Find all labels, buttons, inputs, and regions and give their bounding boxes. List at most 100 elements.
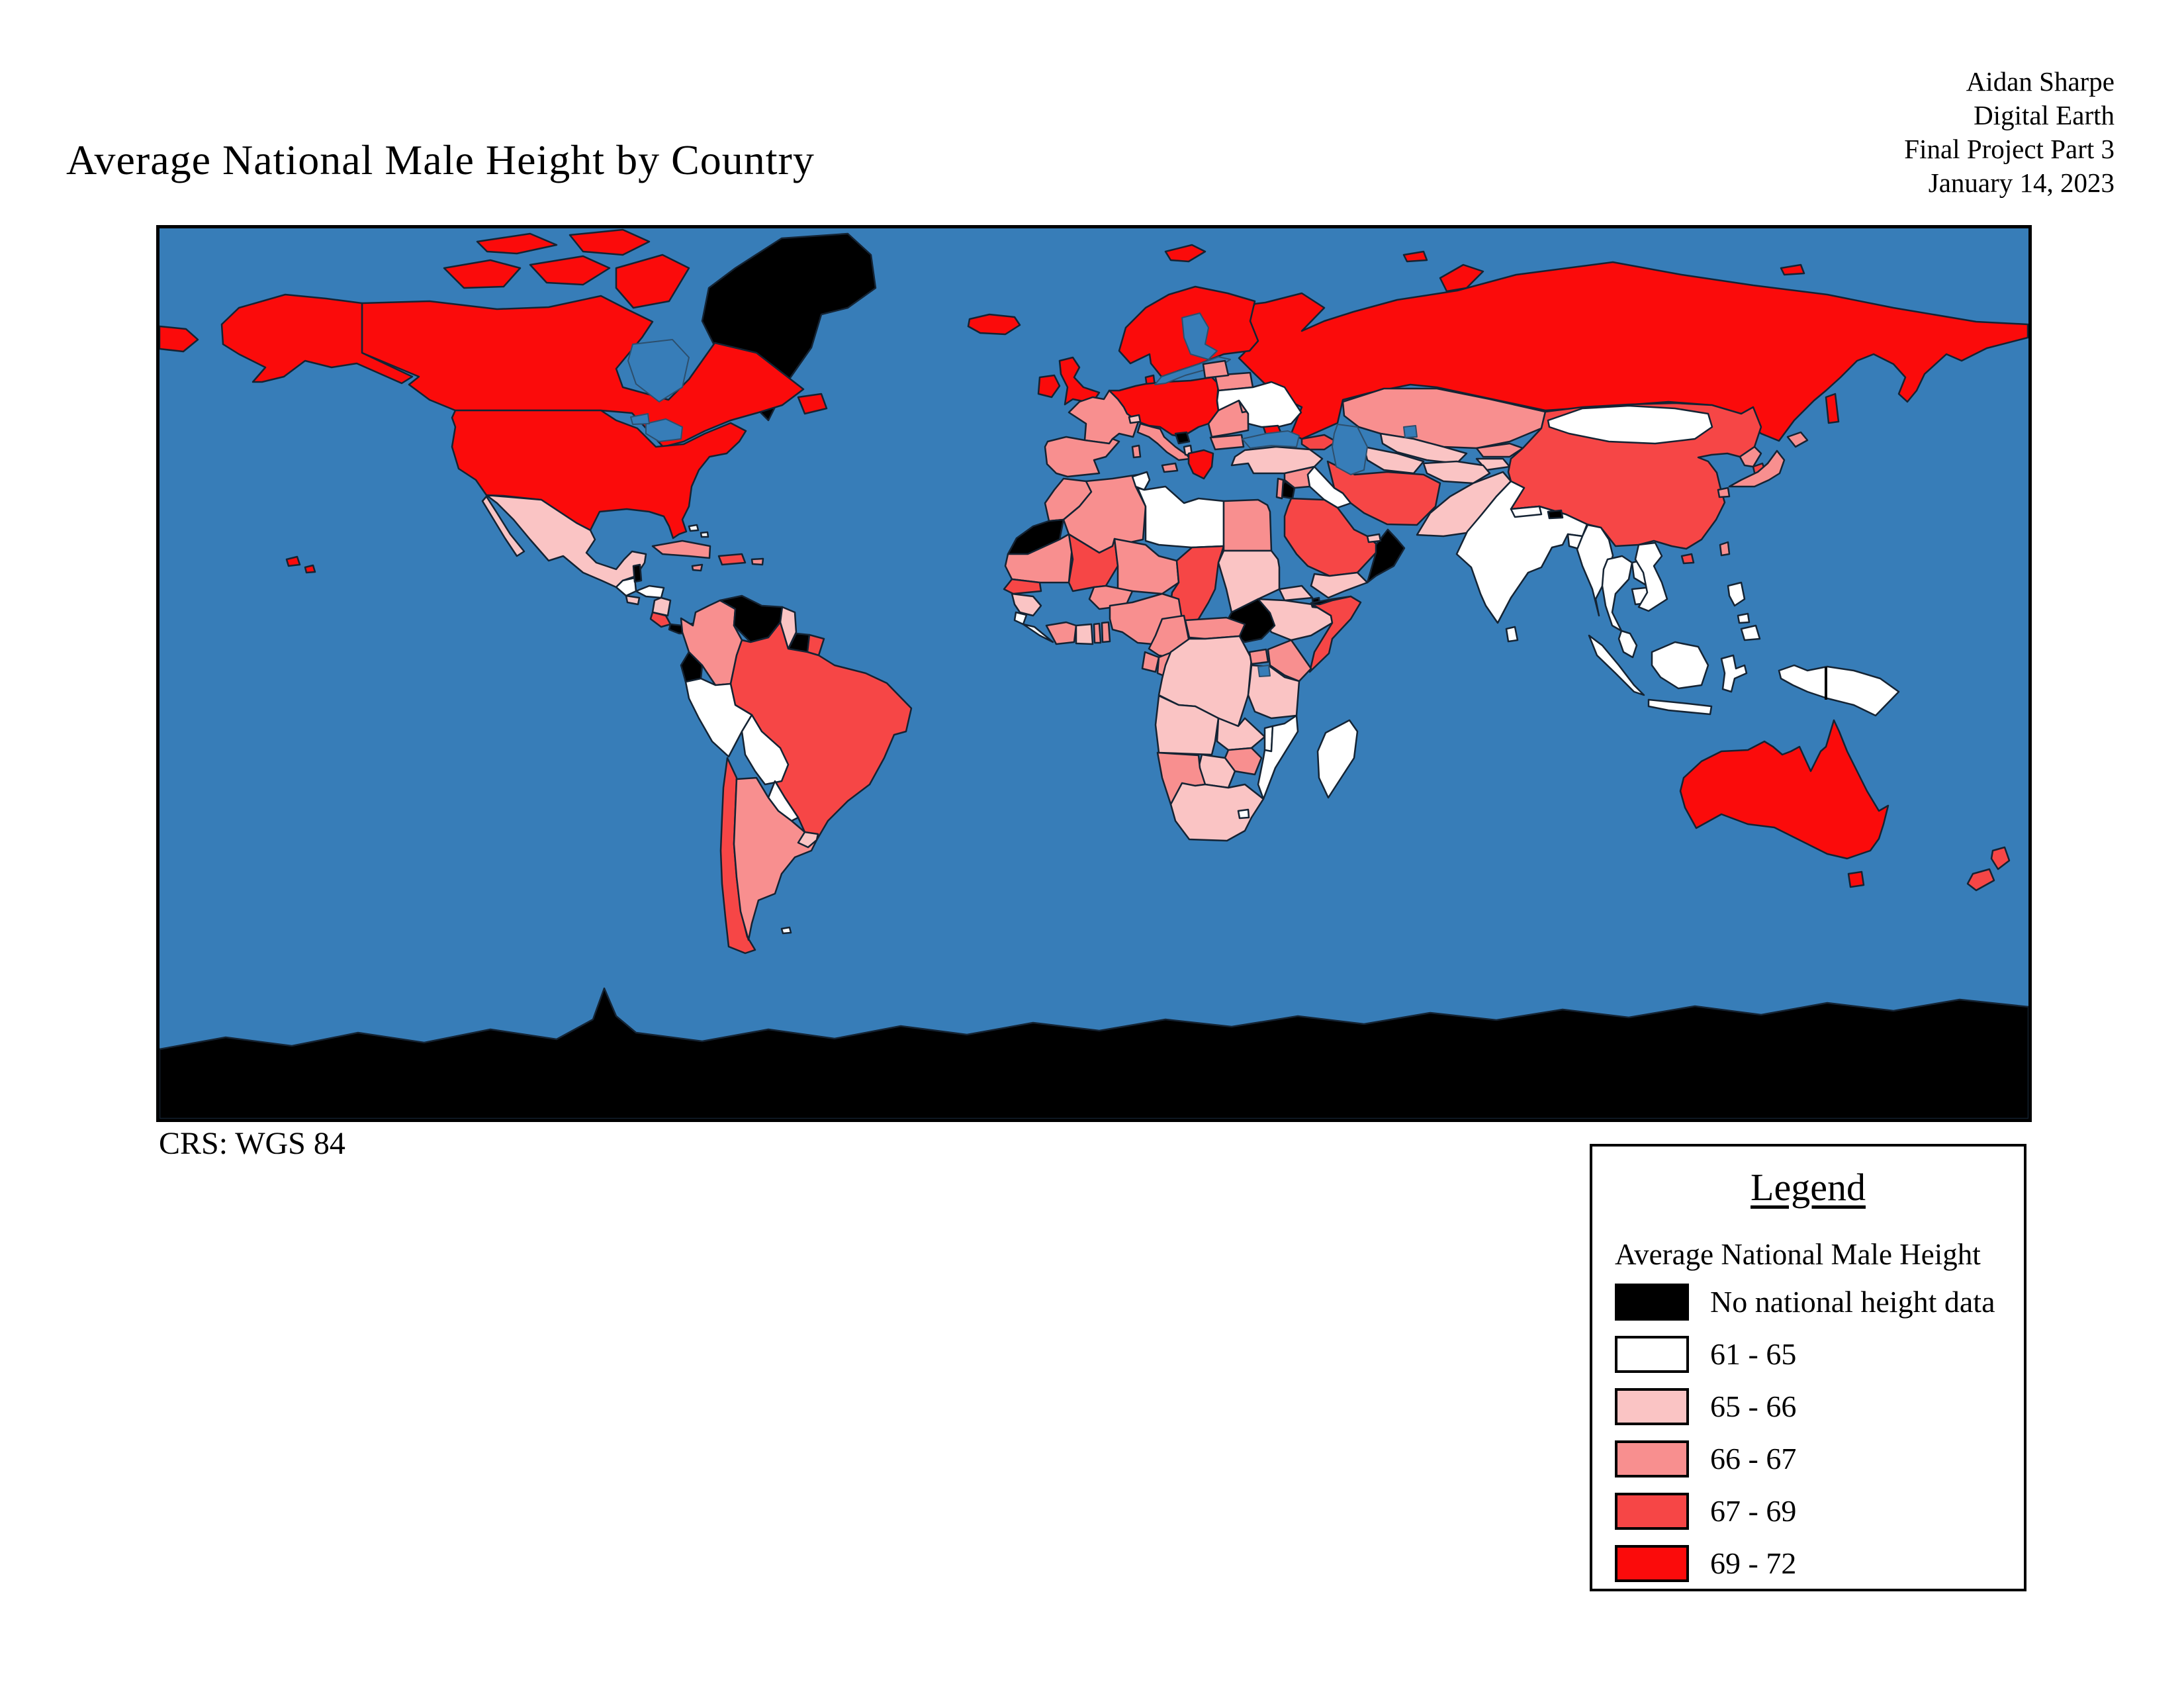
- country-benin: [1101, 621, 1111, 643]
- country-yemen: [1310, 571, 1369, 599]
- island-baffin: [615, 254, 690, 309]
- country-belize: [632, 563, 643, 583]
- island-madagascar: [1316, 719, 1359, 799]
- legend-swatch-69-72: [1615, 1544, 1689, 1582]
- island-hokkaido: [1786, 431, 1809, 448]
- legend-subtitle: Average National Male Height: [1615, 1238, 1981, 1271]
- island-visayas: [1737, 612, 1751, 624]
- country-kyrgyzstan: [1475, 442, 1524, 458]
- country-malaysia: [1617, 630, 1638, 659]
- island-novaya-zemlya: [1439, 263, 1484, 293]
- country-liberia: [1022, 623, 1054, 643]
- legend-label-69-72: 69 - 72: [1710, 1546, 1797, 1580]
- country-tanzania: [1247, 664, 1300, 720]
- water-hudson-bay: [627, 339, 690, 402]
- region-israel-lebanon: [1275, 477, 1285, 500]
- island-hainan: [1680, 553, 1695, 565]
- island-banks: [443, 259, 522, 289]
- island-borneo: [1651, 641, 1709, 690]
- country-niger: [1113, 538, 1180, 595]
- island-sumatra: [1588, 634, 1645, 696]
- island-sardinia: [1131, 444, 1142, 459]
- country-iran: [1326, 460, 1441, 526]
- country-angola: [1154, 694, 1220, 756]
- country-egypt: [1222, 498, 1273, 552]
- country-afghanistan: [1422, 460, 1491, 485]
- country-uae: [1366, 533, 1382, 543]
- island-nz-south: [1966, 868, 1995, 892]
- country-mongolia: [1547, 404, 1713, 445]
- country-myanmar: [1576, 524, 1614, 617]
- legend-label-61-65: 61 - 65: [1710, 1337, 1797, 1371]
- author-block: Aidan Sharpe Digital Earth Final Project…: [1904, 65, 2115, 200]
- island-bahamas-1: [688, 524, 700, 532]
- country-guatemala: [615, 577, 637, 597]
- island-sulawesi: [1720, 654, 1748, 693]
- crs-label: CRS: WGS 84: [159, 1126, 345, 1161]
- country-ghana: [1075, 623, 1094, 645]
- island-java: [1647, 698, 1713, 716]
- water-great-lakes-2: [630, 413, 650, 425]
- country-sri-lanka: [1505, 626, 1519, 643]
- country-senegal: [1003, 578, 1042, 595]
- island-falklands: [780, 926, 792, 935]
- world-map-svg: [159, 228, 2028, 1119]
- country-australia: [1679, 719, 1889, 860]
- country-antarctica: [159, 987, 2028, 1119]
- island-sakhalin: [1825, 393, 1840, 424]
- legend-row-67-69: 67 - 69: [1615, 1485, 2024, 1537]
- legend-title: Legend: [1751, 1166, 1866, 1209]
- legend-label-67-69: 67 - 69: [1710, 1494, 1797, 1528]
- legend-row-no-data: No national height data: [1615, 1276, 2024, 1328]
- country-eritrea: [1278, 585, 1314, 602]
- island-victoria: [529, 255, 611, 286]
- country-guinea: [1011, 592, 1042, 617]
- country-oman: [1366, 528, 1406, 584]
- island-svalbard: [1164, 244, 1206, 263]
- island-hawaii-2: [304, 564, 316, 574]
- island-newfoundland: [797, 393, 828, 415]
- island-luzon: [1727, 581, 1746, 607]
- country-bosnia: [1174, 431, 1191, 445]
- island-honshu: [1728, 449, 1786, 488]
- country-south-africa: [1169, 782, 1265, 842]
- legend-swatch-66-67: [1615, 1440, 1689, 1477]
- region-baja-california: [481, 495, 525, 557]
- island-hawaii-1: [285, 555, 301, 567]
- country-gabon: [1141, 651, 1160, 673]
- island-nz-north: [1990, 846, 2011, 870]
- legend-swatch-61-65: [1615, 1335, 1689, 1373]
- course-name: Digital Earth: [1974, 100, 2115, 130]
- country-nepal: [1510, 505, 1543, 518]
- country-greece: [1187, 449, 1214, 480]
- island-ellesmere: [569, 228, 651, 256]
- legend-swatch-65-66: [1615, 1387, 1689, 1425]
- island-jamaica: [691, 563, 704, 572]
- country-canada: [361, 295, 805, 448]
- country-togo: [1093, 622, 1102, 644]
- country-argentina: [733, 776, 818, 941]
- legend-swatch-no-data: [1615, 1283, 1689, 1321]
- legend-swatch-67-69: [1615, 1492, 1689, 1530]
- country-iceland: [967, 313, 1021, 336]
- country-costa-rica: [649, 611, 672, 628]
- country-russia: [1238, 261, 2028, 442]
- country-uruguay: [797, 831, 819, 849]
- country-vietnam: [1634, 541, 1668, 612]
- country-mexico: [485, 494, 647, 588]
- country-turkmenistan: [1363, 445, 1425, 475]
- island-new-guinea: [1778, 664, 1900, 717]
- legend-row-61-65: 61 - 65: [1615, 1328, 2024, 1380]
- island-queen-elizabeth: [476, 232, 558, 255]
- island-kyushu: [1717, 487, 1731, 498]
- country-uganda: [1248, 648, 1269, 665]
- country-bhutan: [1547, 509, 1564, 520]
- country-iberia: [1044, 436, 1120, 478]
- country-sudan: [1217, 549, 1281, 614]
- country-kazakhstan: [1342, 387, 1547, 449]
- country-russia-wrap: [159, 325, 199, 353]
- country-switzerland: [1128, 414, 1142, 424]
- country-honduras: [635, 585, 665, 599]
- region-baltic-states: [1202, 359, 1230, 379]
- legend-label-no-data: No national height data: [1710, 1285, 1995, 1319]
